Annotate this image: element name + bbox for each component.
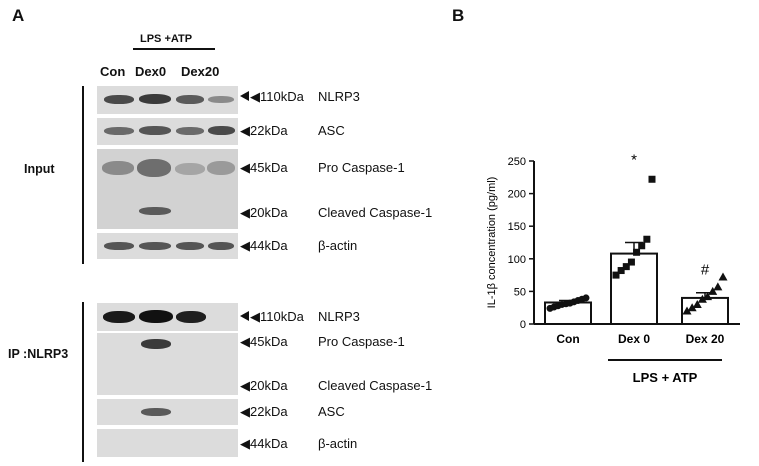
- x-tick-label: Con: [556, 332, 579, 346]
- protein-label: NLRP3: [318, 89, 360, 104]
- y-axis-label: IL-1β concentration (pg/ml): [486, 177, 498, 309]
- data-point: [648, 175, 656, 183]
- band: [104, 242, 134, 250]
- data-point: [692, 299, 702, 308]
- y-tick-label: 200: [508, 189, 526, 201]
- ip-label: IP :NLRP3: [8, 347, 69, 361]
- data-point: [627, 258, 635, 266]
- y-tick-label: 250: [508, 156, 526, 168]
- data-point: [612, 271, 620, 279]
- blot-input-caspase1: [97, 149, 238, 229]
- kda-label: ◀110kDa: [250, 309, 304, 324]
- band: [208, 96, 234, 103]
- band: [208, 242, 234, 250]
- data-point: [703, 292, 713, 301]
- band: [175, 163, 205, 175]
- treatment-bracket: [133, 48, 215, 50]
- input-label: Input: [24, 162, 55, 176]
- y-tick-label: 0: [520, 319, 526, 331]
- data-point: [708, 286, 718, 295]
- band: [176, 127, 204, 135]
- band: [176, 242, 204, 250]
- y-tick-label: 100: [508, 254, 526, 266]
- protein-label: ASC: [318, 404, 345, 419]
- kda-label: ◀20kDa: [240, 378, 288, 393]
- band: [104, 127, 134, 135]
- data-point: [718, 272, 728, 281]
- blot-ip-beta-actin: [97, 429, 238, 457]
- protein-label: Pro Caspase-1: [318, 334, 405, 349]
- ip-bracket: [82, 302, 84, 462]
- data-point: [622, 263, 630, 271]
- kda-label: ◀45kDa: [240, 160, 288, 175]
- lane-label-dex0: Dex0: [135, 64, 167, 79]
- band: [139, 242, 171, 250]
- blot-input-nlrp3: [97, 86, 238, 114]
- data-point: [633, 248, 641, 256]
- lane-label-con: Con: [100, 64, 126, 79]
- kda-label: ◀110kDa: [250, 89, 304, 104]
- x-tick-label: Dex 0: [618, 332, 650, 346]
- data-point: [582, 294, 590, 302]
- kda-label: ◀45kDa: [240, 334, 288, 349]
- blot-input-asc: [97, 118, 238, 145]
- band: [139, 207, 171, 215]
- panel-b-label: B: [452, 6, 465, 25]
- marker-arrow: [240, 91, 249, 101]
- blot-ip-caspase1: [97, 333, 238, 395]
- data-point: [697, 294, 707, 303]
- data-point: [617, 267, 625, 275]
- band: [104, 95, 134, 104]
- protein-label: NLRP3: [318, 309, 360, 324]
- data-point: [638, 242, 646, 250]
- treatment-label: LPS +ATP: [140, 33, 193, 45]
- band: [103, 311, 135, 323]
- protein-label: β-actin: [318, 436, 358, 451]
- blot-input-beta-actin: [97, 233, 238, 259]
- kda-label: ◀22kDa: [240, 404, 288, 419]
- band: [176, 311, 206, 323]
- marker-arrow: [240, 311, 249, 321]
- input-bracket: [82, 86, 84, 264]
- data-point: [687, 303, 697, 312]
- significance-marker: #: [701, 261, 710, 278]
- group-label: LPS + ATP: [633, 370, 698, 385]
- band: [139, 310, 173, 323]
- band: [208, 126, 235, 135]
- band: [141, 408, 171, 416]
- kda-label: ◀22kDa: [240, 123, 288, 138]
- band: [141, 339, 171, 349]
- protein-label: Cleaved Caspase-1: [318, 378, 433, 393]
- band: [139, 126, 171, 135]
- band: [176, 95, 204, 104]
- band: [137, 159, 171, 177]
- kda-label: ◀44kDa: [240, 436, 288, 451]
- data-point: [682, 306, 692, 315]
- y-tick-label: 150: [508, 221, 526, 233]
- data-point: [643, 235, 651, 243]
- protein-label: Cleaved Caspase-1: [318, 205, 433, 220]
- protein-label: ASC: [318, 123, 345, 138]
- band: [139, 94, 171, 104]
- blot-ip-asc: [97, 399, 238, 425]
- significance-marker: *: [631, 151, 637, 168]
- kda-label: ◀20kDa: [240, 205, 288, 220]
- lane-label-dex20: Dex20: [181, 64, 220, 79]
- blot-ip-nlrp3: [97, 303, 238, 331]
- protein-label: β-actin: [318, 238, 358, 253]
- data-point: [713, 282, 723, 291]
- panel-a-label: A: [12, 6, 25, 25]
- protein-label: Pro Caspase-1: [318, 160, 405, 175]
- y-tick-label: 50: [514, 286, 526, 298]
- band: [207, 161, 235, 175]
- x-tick-label: Dex 20: [686, 332, 725, 346]
- kda-label: ◀44kDa: [240, 238, 288, 253]
- band: [102, 161, 134, 175]
